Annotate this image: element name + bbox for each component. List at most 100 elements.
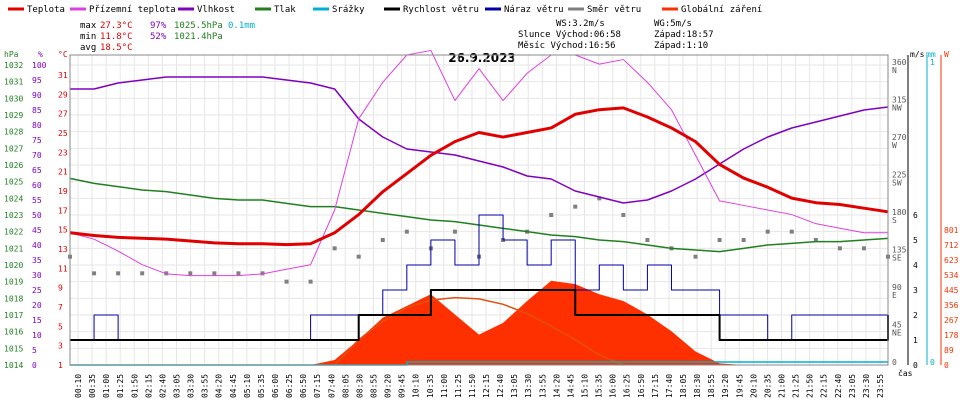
time-tick-label: 23:55 bbox=[876, 374, 885, 398]
dir-deg-tick-label: 45 bbox=[892, 321, 902, 330]
degc-tick-label: 7 bbox=[58, 303, 63, 312]
axis-label-degc: °C bbox=[58, 50, 68, 59]
wind-direction-point bbox=[308, 279, 313, 284]
time-tick-label: 07:15 bbox=[313, 374, 322, 398]
wind-direction-point bbox=[380, 238, 385, 242]
time-tick-label: 11:25 bbox=[454, 374, 463, 398]
info-ws: WS:3.2m/s bbox=[556, 19, 605, 29]
hpa-tick-label: 1019 bbox=[4, 278, 23, 287]
pct-tick-label: 0 bbox=[32, 361, 37, 370]
time-tick-label: 17:15 bbox=[651, 374, 660, 398]
time-tick-label: 14:45 bbox=[566, 374, 575, 398]
dir-name-tick-label: W bbox=[892, 141, 897, 150]
axis-label-pct: % bbox=[38, 50, 43, 59]
hpa-tick-label: 1032 bbox=[4, 61, 23, 70]
time-tick-label: 16:00 bbox=[609, 374, 618, 398]
stat-max-press: 1025.5hPa bbox=[174, 21, 223, 31]
time-tick-label: 21:00 bbox=[778, 374, 787, 398]
legend-label-vlhkost: Vlhkost bbox=[197, 5, 235, 15]
stat-min-temp: 11.8°C bbox=[100, 32, 133, 42]
time-tick-label: 00:10 bbox=[74, 374, 83, 398]
wind-direction-point bbox=[717, 238, 722, 242]
wind-direction-point bbox=[92, 271, 97, 276]
time-tick-label: 11:00 bbox=[440, 374, 449, 398]
time-tick-label: 03:55 bbox=[201, 374, 210, 398]
pct-tick-label: 35 bbox=[32, 256, 42, 265]
time-tick-label: 02:15 bbox=[144, 374, 153, 398]
wind-direction-point bbox=[236, 271, 241, 276]
time-tick-label: 10:10 bbox=[412, 374, 421, 398]
stat-max-temp: 27.3°C bbox=[100, 21, 133, 31]
pct-tick-label: 85 bbox=[32, 106, 42, 115]
degc-tick-label: 27 bbox=[58, 110, 68, 119]
wind-direction-point bbox=[741, 238, 746, 242]
info-moon-rise: Měsíc Východ:16:56 bbox=[518, 41, 616, 51]
time-tick-label: 05:10 bbox=[243, 374, 252, 398]
pct-tick-label: 25 bbox=[32, 286, 42, 295]
hpa-tick-label: 1024 bbox=[4, 194, 23, 203]
dir-name-tick-label: SW bbox=[892, 179, 902, 188]
time-tick-label: 17:40 bbox=[665, 374, 674, 398]
wind-direction-point bbox=[693, 254, 698, 259]
time-tick-label: 03:05 bbox=[172, 374, 181, 398]
w-tick-label: 623 bbox=[944, 256, 959, 265]
time-tick-label: 21:25 bbox=[792, 374, 801, 398]
series-clear-sky bbox=[334, 296, 624, 366]
stat-max-hum: 97% bbox=[150, 21, 167, 31]
stats: max 27.3°C 97% 1025.5hPa 0.1mm min 11.8°… bbox=[80, 21, 255, 53]
time-tick-label: 16:50 bbox=[637, 374, 646, 398]
time-tick-label: 05:35 bbox=[257, 374, 266, 398]
info-sun-rise: Slunce Východ:06:58 bbox=[518, 30, 621, 40]
stat-avg-label: avg bbox=[80, 43, 96, 53]
wind-direction-point bbox=[356, 254, 361, 259]
pct-tick-label: 55 bbox=[32, 196, 42, 205]
time-tick-label: 02:40 bbox=[158, 374, 167, 398]
legend-label-tlak: Tlak bbox=[274, 5, 296, 15]
hpa-tick-label: 1015 bbox=[4, 344, 23, 353]
stat-max-label: max bbox=[80, 21, 97, 31]
axis-label-ms: m/s bbox=[910, 50, 925, 59]
wind-direction-point bbox=[861, 246, 866, 251]
time-tick-label: 10:35 bbox=[426, 374, 435, 398]
time-tick-label: 01:00 bbox=[102, 374, 111, 398]
legend-label-globalni-zareni: Globální záření bbox=[681, 5, 762, 15]
dir-deg-tick-label: 360 bbox=[892, 58, 907, 67]
info: WS:3.2m/s WG:5m/s Slunce Východ:06:58 Zá… bbox=[518, 19, 714, 51]
stat-min-label: min bbox=[80, 32, 96, 42]
wind-direction-point bbox=[645, 238, 650, 242]
stat-rain: 0.1mm bbox=[228, 21, 255, 31]
degc-tick-label: 5 bbox=[58, 322, 63, 331]
dir-name-tick-label: E bbox=[892, 291, 897, 300]
time-tick-label: 22:15 bbox=[820, 374, 829, 398]
time-tick-label: 08:30 bbox=[355, 374, 364, 398]
pct-tick-label: 65 bbox=[32, 166, 42, 175]
stat-min-hum: 52% bbox=[150, 32, 167, 42]
dir-name-tick-label: NE bbox=[892, 329, 902, 338]
dir-deg-tick-label: 315 bbox=[892, 96, 907, 105]
wind-direction-point bbox=[837, 246, 842, 251]
hpa-tick-label: 1025 bbox=[4, 178, 23, 187]
ms-tick-label: 3 bbox=[913, 286, 918, 295]
stat-avg-temp: 18.5°C bbox=[100, 43, 133, 53]
degc-tick-label: 9 bbox=[58, 284, 63, 293]
axis-label-hpa: hPa bbox=[4, 50, 19, 59]
pct-tick-label: 90 bbox=[32, 91, 42, 100]
legend-label-rychlost-vetru: Rychlost větru bbox=[403, 5, 479, 15]
wind-direction-point bbox=[116, 271, 121, 276]
time-tick-label: 18:05 bbox=[679, 374, 688, 398]
dir-name-tick-label: S bbox=[892, 216, 897, 225]
degc-tick-label: 29 bbox=[58, 90, 68, 99]
time-tick-label: 18:30 bbox=[693, 374, 702, 398]
w-tick-label: 178 bbox=[944, 331, 959, 340]
w-tick-label: 89 bbox=[944, 346, 954, 355]
plot-frame bbox=[69, 54, 889, 366]
axis-ticks: 00:10 00:35 01:00 01:25 01:50 02:15 02:40 03:05… bbox=[4, 55, 959, 398]
degc-tick-label: 19 bbox=[58, 187, 68, 196]
legend-label-teplota: Teplota bbox=[27, 5, 65, 15]
time-tick-label: 00:35 bbox=[88, 374, 97, 398]
degc-tick-label: 11 bbox=[58, 264, 68, 273]
series-global-radiation bbox=[70, 280, 888, 365]
series-wind-gust bbox=[70, 214, 889, 341]
wind-direction-point bbox=[404, 229, 409, 234]
legend-label-srazky: Srážky bbox=[332, 5, 365, 15]
